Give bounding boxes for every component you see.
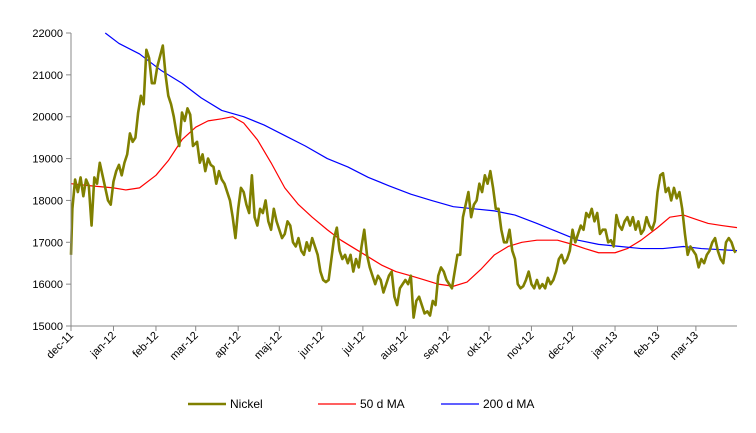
x-tick-label: feb-13 (632, 330, 663, 361)
y-tick-label: 22000 (32, 28, 63, 40)
x-tick-label: maj-12 (252, 330, 284, 362)
series-line-nickel (69, 44, 737, 319)
x-tick-label: jan-13 (589, 330, 620, 361)
legend-label-50-d-ma: 50 d MA (360, 397, 405, 411)
x-tick-label: jan-12 (88, 330, 119, 361)
x-tick-label: feb-12 (131, 330, 162, 361)
x-tick-label: jun-12 (296, 330, 327, 361)
y-tick-label: 15000 (32, 321, 63, 333)
x-tick-label: dec-12 (545, 330, 577, 362)
x-tick-label: nov-12 (504, 330, 536, 362)
y-tick-label: 19000 (32, 154, 63, 166)
y-tick-label: 20000 (32, 112, 63, 124)
y-tick-label: 18000 (32, 195, 63, 207)
series-line-50-d-ma (70, 116, 738, 287)
y-tick-label: 21000 (32, 70, 63, 82)
x-tick-label: mar-12 (168, 330, 201, 363)
x-axis: dec-11 jan-12 feb-12 mar-12 apr-12 maj-12 jun-… (44, 325, 737, 363)
x-tick-label: sep-12 (421, 330, 453, 362)
y-axis: 15000 16000 17000 18000 19000 20000 21000 22000 (32, 28, 72, 333)
x-tick-label: mar-13 (668, 330, 701, 363)
x-tick-label: aug-12 (378, 330, 411, 363)
x-tick-label: apr-12 (212, 330, 243, 361)
x-tick-label: okt-12 (464, 330, 494, 360)
x-tick-label: jul-12 (340, 330, 368, 358)
y-tick-label: 17000 (32, 237, 63, 249)
legend: Nickel 50 d MA 200 d MA (188, 397, 534, 411)
x-tick-label: dec-11 (44, 330, 76, 362)
y-tick-label: 16000 (32, 279, 63, 291)
series-line-200-d-ma (104, 32, 738, 252)
series-layer (69, 32, 738, 319)
legend-label-nickel: Nickel (230, 397, 263, 411)
legend-label-200-d-ma: 200 d MA (483, 397, 534, 411)
